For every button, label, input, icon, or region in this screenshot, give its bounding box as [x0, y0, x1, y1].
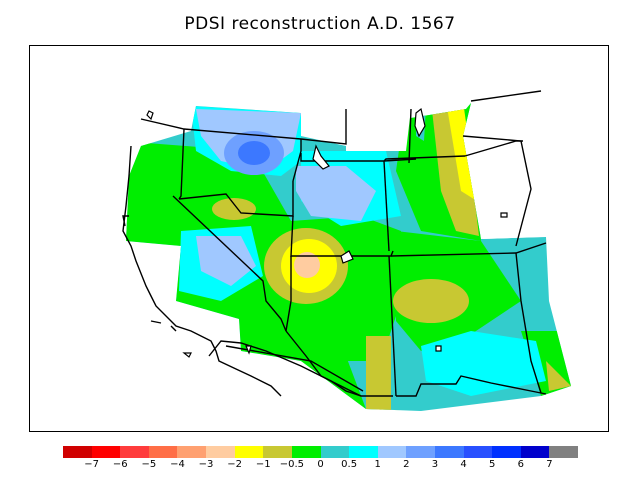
lakes	[146, 107, 508, 358]
legend-label: 7	[546, 459, 553, 470]
legend-label: −7	[84, 459, 99, 470]
map-frame	[29, 45, 609, 432]
legend-swatch	[434, 446, 465, 458]
legend-swatch	[120, 446, 150, 458]
legend-swatch	[492, 446, 522, 458]
legend-label: 0	[317, 459, 324, 470]
legend-swatch	[549, 446, 579, 458]
legend-label: −0.5	[279, 459, 305, 470]
legend-swatch	[206, 446, 236, 458]
legend-label: −1	[255, 459, 271, 470]
state-boundaries	[140, 90, 547, 397]
legend-swatch	[177, 446, 207, 458]
legend-label: 1	[374, 459, 381, 470]
legend-swatch	[63, 446, 93, 458]
legend-label: 3	[431, 459, 439, 470]
legend-swatch	[91, 446, 121, 458]
pdsi-color-legend: −7 −6 −5 −4 −3 −2 −1 −0.5 0 0.5 1 2 3 4 5 6 7	[63, 446, 579, 472]
legend-label: 6	[517, 459, 524, 470]
legend-swatch	[377, 446, 407, 458]
legend-swatch	[349, 446, 379, 458]
legend-label: −4	[170, 459, 185, 470]
legend-label: −5	[141, 459, 157, 470]
legend-label: 5	[488, 459, 496, 470]
legend-swatch	[463, 446, 493, 458]
legend-label: −3	[198, 459, 214, 470]
legend-swatch	[263, 446, 293, 458]
map-title: PDSI reconstruction A.D. 1567	[184, 14, 456, 34]
coastline	[122, 145, 362, 397]
legend-label: 0.5	[341, 459, 358, 470]
legend-swatch	[291, 446, 321, 458]
legend-swatch	[234, 446, 264, 458]
legend-swatch	[520, 446, 550, 458]
legend-label: −2	[227, 459, 243, 470]
legend-swatch	[148, 446, 178, 458]
legend-swatch	[406, 446, 436, 458]
legend-label: 4	[460, 459, 467, 470]
legend-swatch	[320, 446, 350, 458]
pdsi-map	[122, 90, 571, 411]
legend-label: 2	[403, 459, 410, 470]
legend-label: −6	[112, 459, 128, 470]
